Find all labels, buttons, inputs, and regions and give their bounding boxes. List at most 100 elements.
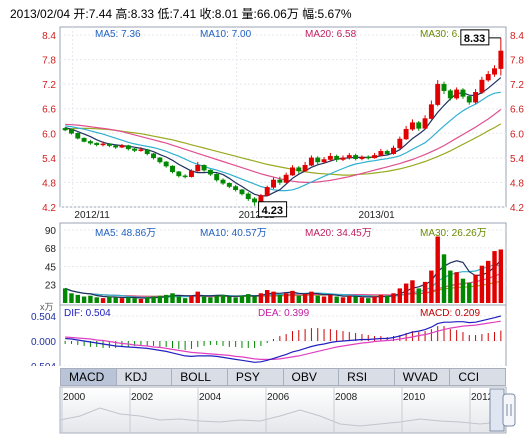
candle-body	[378, 151, 384, 156]
volume-bar	[391, 293, 396, 303]
candle-body	[435, 83, 441, 105]
candle-body	[359, 156, 365, 159]
volume-bar	[384, 295, 390, 303]
candle-body	[188, 170, 194, 177]
price-tick-right: 7.2	[510, 80, 524, 91]
tab-cci[interactable]: CCI	[458, 370, 480, 384]
price-tick-left: 8.4	[42, 31, 56, 42]
date-label: 2012/12	[239, 210, 276, 221]
candle-body	[119, 145, 125, 148]
volume-bar	[151, 296, 156, 303]
candle-body	[353, 155, 359, 159]
timeline-year-label: 2000	[63, 392, 86, 403]
volume-bar	[492, 251, 497, 303]
volume-unit: x万	[40, 302, 54, 312]
candle-body	[308, 157, 314, 166]
volume-bar	[378, 294, 384, 303]
candle-body	[479, 79, 485, 93]
candle-body	[302, 164, 308, 172]
volume-bar	[75, 294, 80, 303]
timeline-year-label: 2008	[335, 392, 358, 403]
volume-bar	[246, 294, 251, 303]
candle-body	[106, 143, 112, 146]
price-tick-left: 4.2	[42, 203, 56, 214]
candle-body	[100, 143, 106, 146]
volume-bar	[302, 294, 308, 303]
volume-ma-legend-1: MA5: 48.86万	[95, 228, 156, 239]
volume-bar	[126, 297, 131, 303]
volume-bar	[309, 291, 314, 303]
price-tick-left: 7.2	[42, 80, 56, 91]
volume-bar	[220, 294, 226, 303]
candle-body	[409, 122, 415, 130]
volume-bar	[397, 288, 403, 303]
dif-line	[65, 315, 501, 363]
dif-legend: DIF: 0.504	[64, 308, 111, 319]
timeline-history-line	[59, 407, 507, 427]
candle-body	[170, 165, 175, 173]
candle-body	[271, 179, 276, 188]
date-label: 2012/11	[74, 210, 110, 221]
timeline-year-label: 2012	[471, 392, 494, 403]
candle-body	[460, 89, 466, 97]
volume-bar	[119, 298, 125, 303]
volume-bar	[100, 298, 106, 303]
volume-tick: 68	[45, 244, 57, 255]
volume-bar	[252, 296, 257, 303]
candle-body	[151, 153, 157, 159]
tab-rsi[interactable]: RSI	[339, 369, 395, 385]
stock-chart[interactable]: 4.2 4.2 4.8 4.8 5.4 5.4 6.0 6.0 6.6 6.6 7.2 7.2 7.8 7…	[0, 0, 532, 366]
tab-kdj[interactable]: KDJ	[117, 369, 173, 385]
ma5-line	[65, 77, 502, 197]
tab-psy[interactable]: PSY	[228, 369, 284, 385]
volume-bar	[334, 296, 339, 303]
candle-body	[176, 171, 182, 177]
candle-body	[252, 198, 258, 203]
tab-boll[interactable]: BOLL	[172, 369, 228, 385]
ma10-line	[65, 91, 501, 192]
volume-bar	[258, 293, 264, 303]
volume-bar	[359, 297, 365, 303]
volume-bar	[227, 296, 232, 303]
candle-body	[454, 89, 460, 99]
volume-bar	[239, 295, 245, 303]
volume-bar	[182, 298, 188, 303]
volume-bar	[296, 295, 301, 303]
candle-body	[447, 90, 453, 99]
candle-body	[239, 189, 245, 195]
volume-bar	[340, 297, 346, 303]
tab-macd[interactable]: MACD	[61, 369, 117, 385]
candle-body	[163, 161, 169, 167]
tab-obv[interactable]: OBV	[284, 369, 340, 385]
volume-ma5-line	[64, 259, 502, 299]
candle-body	[75, 133, 81, 139]
candle-body	[62, 128, 68, 131]
volume-bar	[473, 274, 478, 303]
tab-wvad[interactable]: WVAD	[395, 369, 451, 385]
timeline-handle-icon[interactable]	[502, 393, 516, 427]
timeline-range-window[interactable]	[489, 388, 505, 432]
macd-tick: 0.504	[31, 312, 56, 323]
volume-bar	[422, 281, 428, 303]
volume-bar	[416, 288, 421, 303]
timeline-navigator[interactable]: 2000 2002 2004 2006 2008 2010 2012	[0, 386, 532, 434]
candle-body	[397, 138, 403, 149]
volume-bar	[208, 297, 213, 303]
candle-body	[132, 148, 138, 151]
candle-body	[157, 157, 163, 163]
volume-bar	[189, 295, 194, 303]
volume-bar	[403, 283, 409, 303]
volume-bar	[271, 291, 276, 303]
indicator-tabs: MACD KDJ BOLL PSY OBV RSI WVAD CCI	[60, 368, 506, 386]
macd-tick: -0.504	[28, 362, 57, 366]
high-price-label: 8.33	[464, 33, 485, 45]
volume-bar	[467, 282, 472, 303]
volume-bar	[366, 298, 371, 303]
candle-body	[296, 167, 302, 172]
volume-bar	[113, 297, 118, 303]
volume-bar	[163, 294, 169, 303]
volume-bar	[328, 294, 333, 303]
candle-body	[220, 179, 226, 184]
macd-tick: 0.000	[31, 337, 56, 348]
volume-bar	[435, 236, 440, 303]
